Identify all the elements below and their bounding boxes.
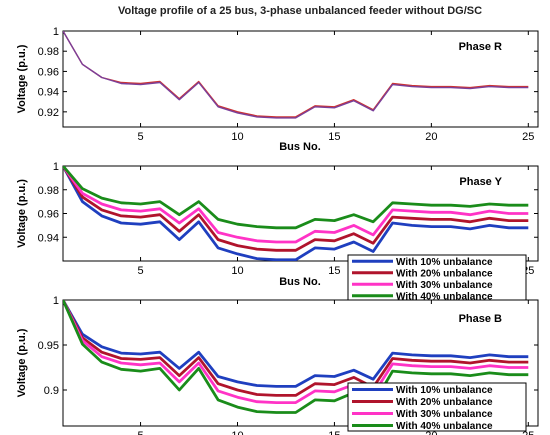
x-tick-label: 5	[137, 131, 143, 143]
y-tick-label: 1	[53, 161, 59, 173]
x-tick-label: 15	[328, 131, 340, 143]
legend-entry: With 10% unbalance	[396, 257, 493, 268]
phase-label: Phase Y	[459, 176, 502, 188]
y-tick-label: 0.95	[38, 340, 59, 352]
y-tick-label: 0.98	[38, 46, 59, 58]
y-tick-label: 0.94	[38, 232, 59, 244]
x-tick-label: 20	[425, 131, 437, 143]
series-group	[63, 166, 529, 261]
series-line-2	[63, 300, 529, 397]
x-axis-label: Bus No.	[279, 276, 321, 288]
x-tick-label: 20	[425, 430, 437, 435]
series-line-1	[63, 300, 529, 388]
legend-entry: With 40% unbalance	[396, 421, 493, 432]
y-tick-label: 0.96	[38, 209, 59, 221]
legend-entry: With 20% unbalance	[396, 268, 493, 279]
y-tick-label: 1	[53, 295, 59, 307]
phase-label: Phase R	[459, 41, 502, 53]
legend-entry: With 20% unbalance	[396, 397, 493, 408]
x-tick-label: 25	[522, 131, 534, 143]
series-line-1	[63, 31, 529, 118]
x-tick-label: 15	[328, 265, 340, 277]
series-group	[63, 300, 529, 414]
plot-frame	[62, 30, 539, 128]
x-tick-label: 25	[522, 430, 534, 435]
x-tick-label: 10	[231, 265, 243, 277]
panel-1: 5 10 15 20 25 0.92 0.94 0.96 0.98 1 Bus No. Voltage…	[16, 26, 539, 153]
series-line-2	[63, 166, 529, 252]
y-tick-label: 0.9	[44, 385, 59, 397]
y-tick-label: 0.94	[38, 87, 59, 99]
x-tick-label: 10	[231, 131, 243, 143]
x-tick-label: 10	[231, 430, 243, 435]
x-tick-label: 5	[137, 265, 143, 277]
y-tick-label: 0.92	[38, 107, 59, 119]
y-axis-label: Voltage (p.u.)	[16, 328, 28, 397]
y-axis-label: Voltage (p.u.)	[16, 44, 28, 113]
legend-entry: With 30% unbalance	[396, 280, 493, 291]
series-group	[63, 31, 529, 119]
series-line-3	[63, 300, 529, 405]
x-axis-label: Bus No.	[279, 141, 321, 153]
series-line-2	[63, 31, 529, 119]
legend-entry: With 40% unbalance	[396, 291, 493, 302]
y-tick-label: 0.98	[38, 185, 59, 197]
x-tick-label: 15	[328, 430, 340, 435]
figure-title: Voltage profile of a 25 bus, 3-phase unb…	[118, 5, 482, 17]
series-line-3	[63, 166, 529, 244]
series-line-4	[63, 300, 529, 414]
x-tick-label: 5	[137, 430, 143, 435]
phase-label: Phase B	[459, 313, 502, 325]
panel-3: 5 10 15 20 25 0.9 0.95 1 Voltage (p.u.) Phase B Wi…	[16, 295, 539, 435]
series-line-4	[63, 166, 529, 230]
legend-entry: With 30% unbalance	[396, 409, 493, 420]
y-tick-label: 1	[53, 26, 59, 38]
y-tick-label: 0.96	[38, 66, 59, 78]
y-axis-label: Voltage (p.u.)	[16, 179, 28, 248]
legend-entry: With 10% unbalance	[396, 385, 493, 396]
series-line-1	[63, 166, 529, 261]
